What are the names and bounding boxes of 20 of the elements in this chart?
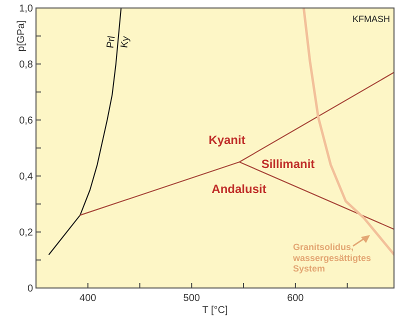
annotation: Granitsolidus, wassergesättigtes System (292, 242, 372, 274)
line-series (80, 72, 394, 230)
x-axis-title: T [°C] (202, 305, 228, 316)
annotation: KFMASH (352, 14, 390, 24)
annotation: Prl (104, 35, 118, 49)
y-tick-label: 0,6 (19, 116, 34, 126)
x-tick-label: 500 (183, 293, 200, 304)
y-tick-label: 0,8 (19, 60, 34, 70)
annotation: Kyanit (208, 133, 246, 148)
y-tick-label: 0,4 (19, 172, 34, 182)
annotation: Andalusit (212, 182, 266, 196)
line-series (48, 8, 122, 255)
annotation: Ky (118, 35, 132, 49)
y-axis-title: p[GPa] (16, 20, 27, 52)
y-tick-label: 0,2 (19, 228, 34, 238)
x-tick-label: 600 (287, 293, 304, 304)
x-tick-label: 400 (80, 293, 97, 304)
y-tick-label: 1,0 (19, 4, 34, 14)
annotation: Sillimanit (261, 157, 315, 172)
y-tick-label: 0 (27, 284, 34, 294)
